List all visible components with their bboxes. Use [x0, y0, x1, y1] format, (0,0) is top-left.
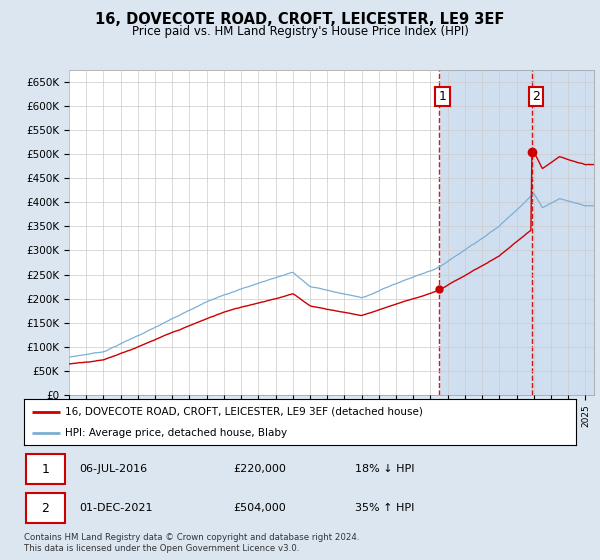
Text: Price paid vs. HM Land Registry's House Price Index (HPI): Price paid vs. HM Land Registry's House …: [131, 25, 469, 38]
Bar: [439, 70, 532, 395]
FancyBboxPatch shape: [26, 454, 65, 484]
Text: 06-JUL-2016: 06-JUL-2016: [79, 464, 148, 474]
Bar: [532, 70, 594, 395]
Text: £220,000: £220,000: [234, 464, 287, 474]
Text: 1: 1: [41, 463, 49, 475]
Text: 18% ↓ HPI: 18% ↓ HPI: [355, 464, 415, 474]
Text: 2: 2: [41, 502, 49, 515]
Text: 35% ↑ HPI: 35% ↑ HPI: [355, 503, 415, 513]
Text: 2: 2: [532, 90, 540, 103]
Bar: [69, 70, 439, 395]
Text: £504,000: £504,000: [234, 503, 287, 513]
Text: 01-DEC-2021: 01-DEC-2021: [79, 503, 152, 513]
Text: 1: 1: [439, 90, 446, 103]
FancyBboxPatch shape: [26, 493, 65, 523]
Text: 16, DOVECOTE ROAD, CROFT, LEICESTER, LE9 3EF: 16, DOVECOTE ROAD, CROFT, LEICESTER, LE9…: [95, 12, 505, 27]
Text: Contains HM Land Registry data © Crown copyright and database right 2024.
This d: Contains HM Land Registry data © Crown c…: [24, 533, 359, 553]
Text: HPI: Average price, detached house, Blaby: HPI: Average price, detached house, Blab…: [65, 428, 287, 438]
Text: 16, DOVECOTE ROAD, CROFT, LEICESTER, LE9 3EF (detached house): 16, DOVECOTE ROAD, CROFT, LEICESTER, LE9…: [65, 407, 423, 417]
